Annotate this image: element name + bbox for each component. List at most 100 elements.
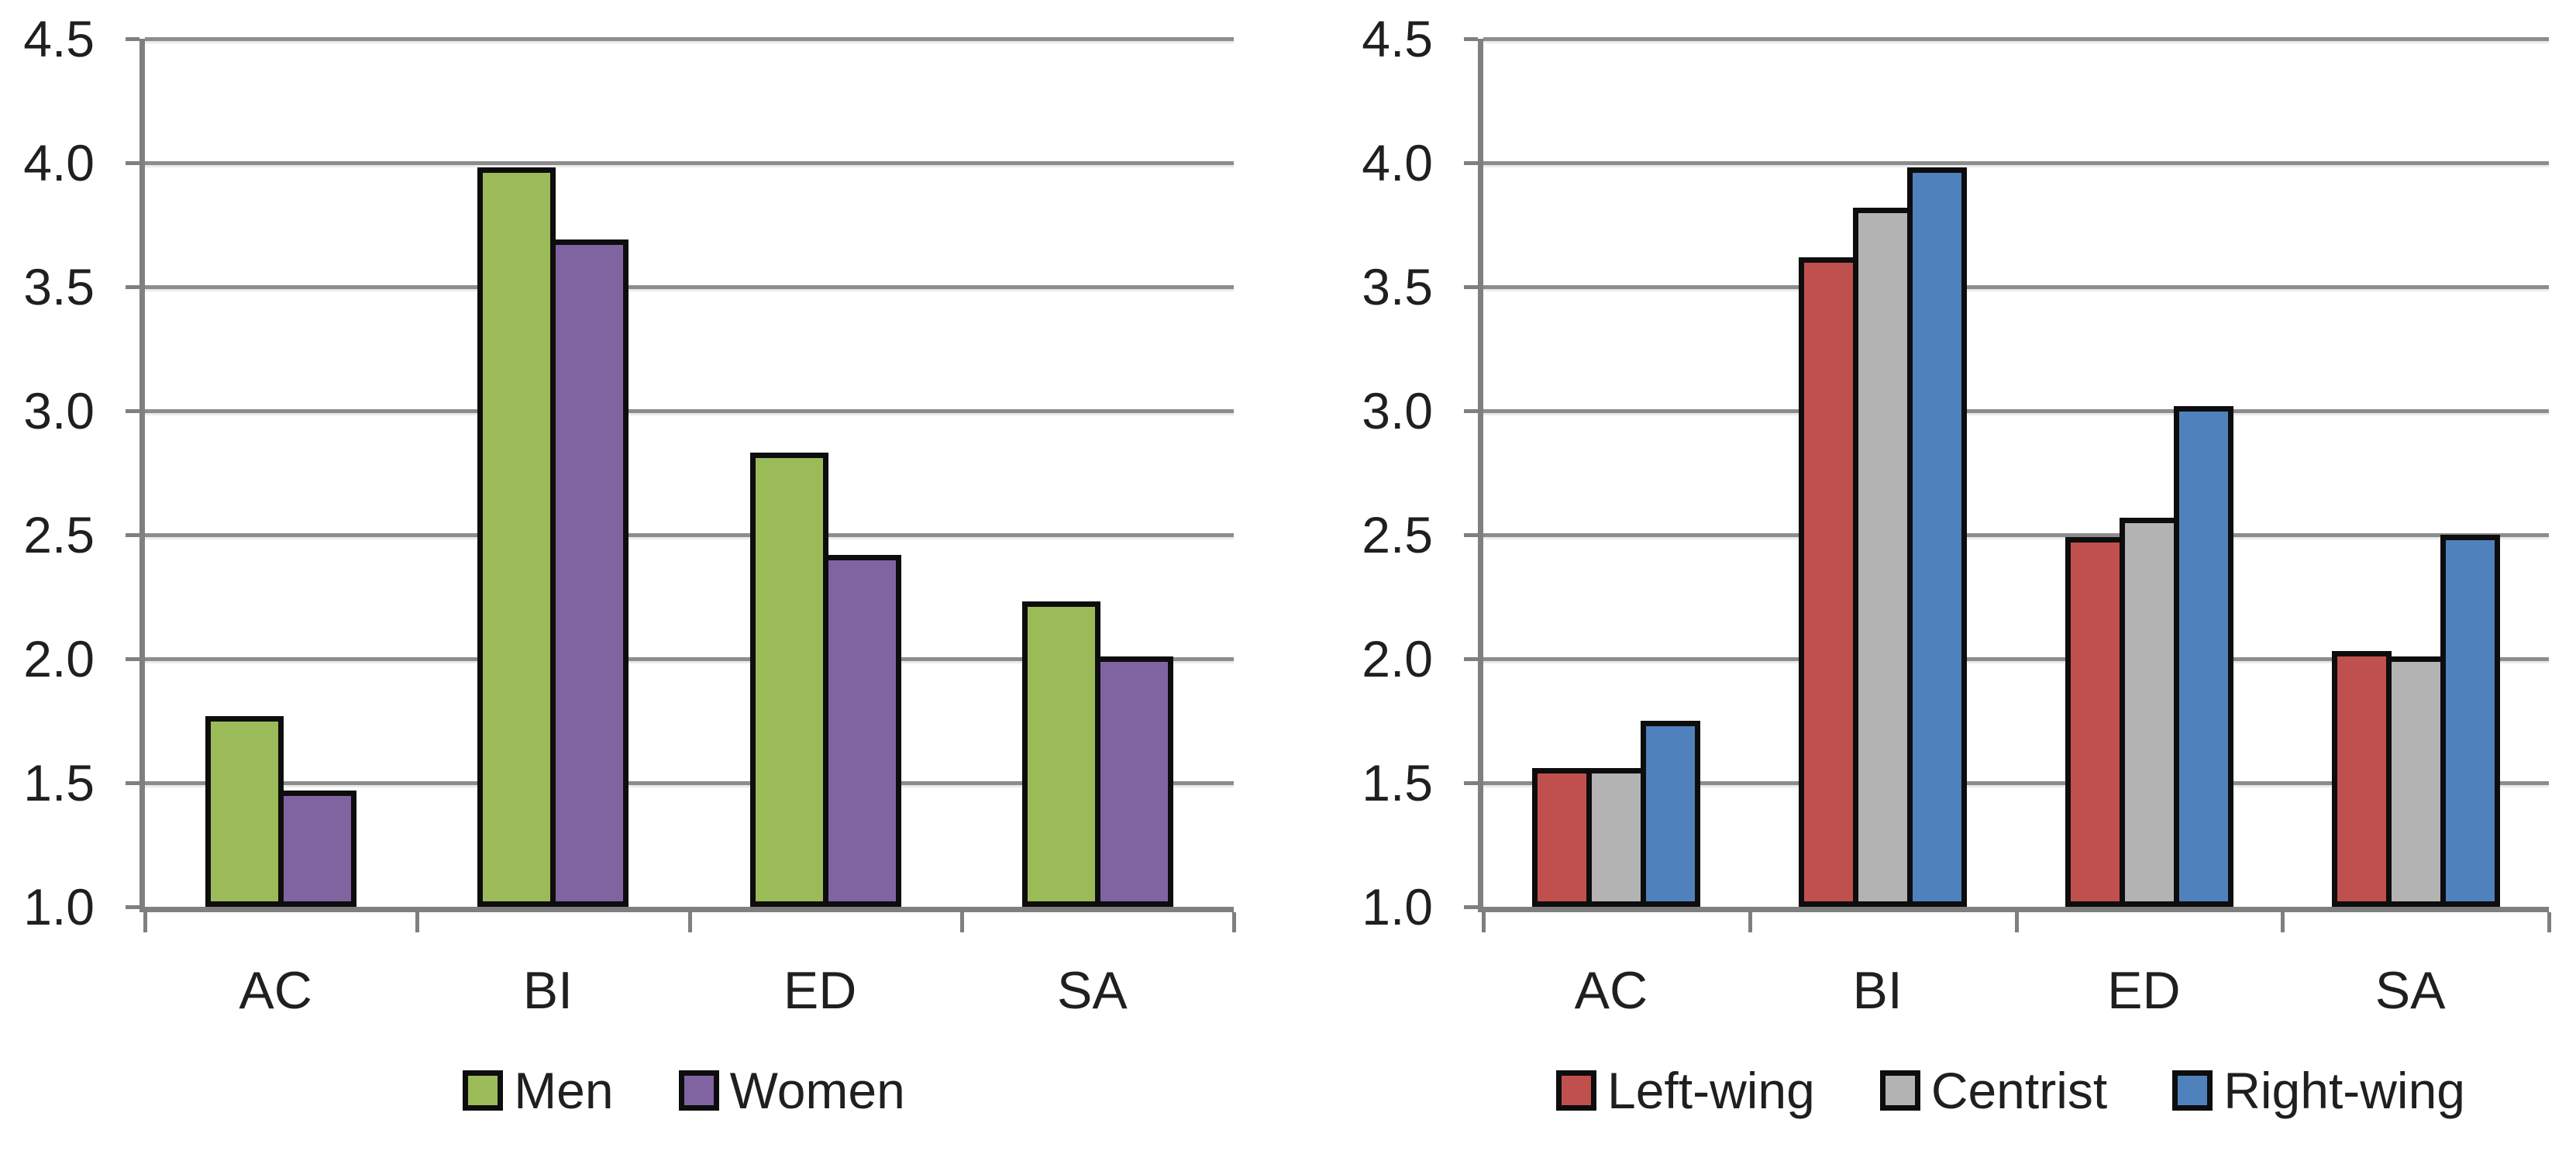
y-axis-tick — [126, 533, 139, 537]
legend: Men Women — [139, 1061, 1228, 1120]
y-axis-tick — [1464, 905, 1478, 909]
x-axis-category-label: AC — [1574, 961, 1648, 1020]
bar-right-wing-sa — [2440, 535, 2500, 907]
bar-men-bi — [477, 167, 556, 907]
bar-group-ED — [2016, 39, 2283, 907]
y-axis-tick-label: 2.5 — [23, 506, 95, 563]
bar-right-wing-bi — [1907, 167, 1968, 907]
x-axis-category-label: SA — [1057, 961, 1128, 1020]
legend-item-men: Men — [463, 1061, 614, 1120]
y-axis-tick-label: 3.0 — [23, 382, 95, 439]
y-axis-tick — [1464, 285, 1478, 289]
y-axis-tick — [1464, 409, 1478, 413]
bar-groups — [145, 39, 1234, 907]
plot-area — [126, 37, 1236, 932]
y-axis-tick-label: 3.5 — [1362, 258, 1433, 315]
legend-swatch-icon — [463, 1070, 504, 1111]
legend-swatch-icon — [1879, 1070, 1920, 1111]
bar-group-AC — [1483, 39, 1750, 907]
y-axis-tick — [126, 161, 139, 165]
political-orientation-chart: 4.5 4.0 3.5 3.0 2.5 2.0 1.5 1.0 AC BI ED SA Left-win… — [1288, 0, 2576, 1161]
legend-swatch-icon — [678, 1070, 719, 1111]
legend-label: Women — [729, 1062, 905, 1119]
gridline — [1483, 161, 2549, 165]
gridline — [145, 285, 1234, 289]
gridline — [1483, 657, 2549, 661]
x-axis-labels: AC BI ED SA — [139, 960, 1228, 1021]
gridline — [145, 657, 1234, 661]
gridline — [145, 533, 1234, 537]
bar-centrist-ed — [2119, 517, 2179, 907]
legend-label: Left-wing — [1607, 1062, 1815, 1119]
y-axis-tick — [126, 781, 139, 785]
y-axis-tick-label: 4.0 — [1362, 134, 1433, 191]
y-axis-tick-label: 2.5 — [1362, 506, 1433, 563]
x-axis-tick — [2547, 912, 2551, 932]
y-axis-tick — [126, 905, 139, 909]
y-axis-tick-label: 1.5 — [1362, 754, 1433, 811]
bar-group-ED — [690, 39, 962, 907]
y-axis-tick-label: 3.0 — [1362, 382, 1433, 439]
x-axis-tick — [1482, 912, 1486, 932]
legend-item-left-wing: Left-wing — [1556, 1061, 1815, 1120]
bar-group-AC — [145, 39, 417, 907]
y-axis-tick-label: 4.5 — [23, 10, 95, 67]
y-axis-tick — [126, 657, 139, 661]
gridline — [145, 781, 1234, 785]
y-axis-tick-label: 1.0 — [1362, 878, 1433, 935]
x-axis-labels: AC BI ED SA — [1478, 960, 2543, 1021]
x-axis-category-label: SA — [2375, 961, 2446, 1020]
bar-men-sa — [1021, 601, 1100, 907]
y-axis-tick — [1464, 781, 1478, 785]
x-axis-category-label: AC — [239, 961, 312, 1020]
legend-item-right-wing: Right-wing — [2172, 1061, 2465, 1120]
y-axis-labels: 4.5 4.0 3.5 3.0 2.5 2.0 1.5 1.0 — [1288, 10, 1478, 935]
bar-groups — [1483, 39, 2549, 907]
legend-swatch-icon — [1556, 1070, 1596, 1111]
bar-men-ac — [205, 715, 284, 907]
y-axis-tick-label: 2.0 — [23, 630, 95, 687]
y-axis-tick-label: 2.0 — [1362, 630, 1433, 687]
legend-item-centrist: Centrist — [1879, 1061, 2108, 1120]
bar-group-BI — [417, 39, 689, 907]
y-axis-tick — [126, 37, 139, 41]
plot-row: 4.5 4.0 3.5 3.0 2.5 2.0 1.5 1.0 — [0, 10, 1288, 935]
y-axis-tick-label: 1.5 — [23, 754, 95, 811]
bar-women-bi — [550, 239, 629, 907]
y-axis-tick — [126, 285, 139, 289]
x-axis-tick — [1748, 912, 1752, 932]
bar-left-wing-ac — [1532, 767, 1593, 907]
bar-women-ac — [278, 790, 357, 907]
bar-centrist-sa — [2385, 656, 2446, 907]
gridline — [1483, 37, 2549, 41]
gridline — [145, 37, 1234, 41]
x-axis-tick — [415, 912, 420, 932]
x-axis-tick — [143, 912, 147, 932]
legend-item-women: Women — [678, 1061, 905, 1120]
x-axis-category-label: BI — [522, 961, 573, 1020]
gridline — [1483, 781, 2549, 785]
y-axis-labels: 4.5 4.0 3.5 3.0 2.5 2.0 1.5 1.0 — [0, 10, 139, 935]
legend-label: Centrist — [1930, 1062, 2108, 1119]
plot-row: 4.5 4.0 3.5 3.0 2.5 2.0 1.5 1.0 — [1288, 10, 2576, 935]
y-axis-tick — [1464, 161, 1478, 165]
bar-left-wing-sa — [2331, 651, 2392, 907]
bar-left-wing-bi — [1799, 257, 1859, 907]
bar-right-wing-ed — [2173, 405, 2233, 907]
x-axis-category-label: ED — [2107, 961, 2181, 1020]
y-axis-tick — [126, 409, 139, 413]
bar-centrist-bi — [1853, 207, 1913, 907]
bar-left-wing-ed — [2065, 537, 2125, 907]
y-axis-tick — [1464, 657, 1478, 661]
legend-label: Right-wing — [2223, 1062, 2465, 1119]
bar-group-SA — [962, 39, 1234, 907]
y-axis-tick-label: 4.0 — [23, 134, 95, 191]
legend: Left-wing Centrist Right-wing — [1478, 1061, 2543, 1120]
x-axis-category-label: BI — [1852, 961, 1903, 1020]
men-women-chart: 4.5 4.0 3.5 3.0 2.5 2.0 1.5 1.0 AC BI ED SA Men Women — [0, 10, 1288, 1120]
x-axis-tick — [959, 912, 964, 932]
bar-women-sa — [1094, 656, 1173, 907]
legend-label: Men — [514, 1062, 614, 1119]
gridline — [1483, 533, 2549, 537]
